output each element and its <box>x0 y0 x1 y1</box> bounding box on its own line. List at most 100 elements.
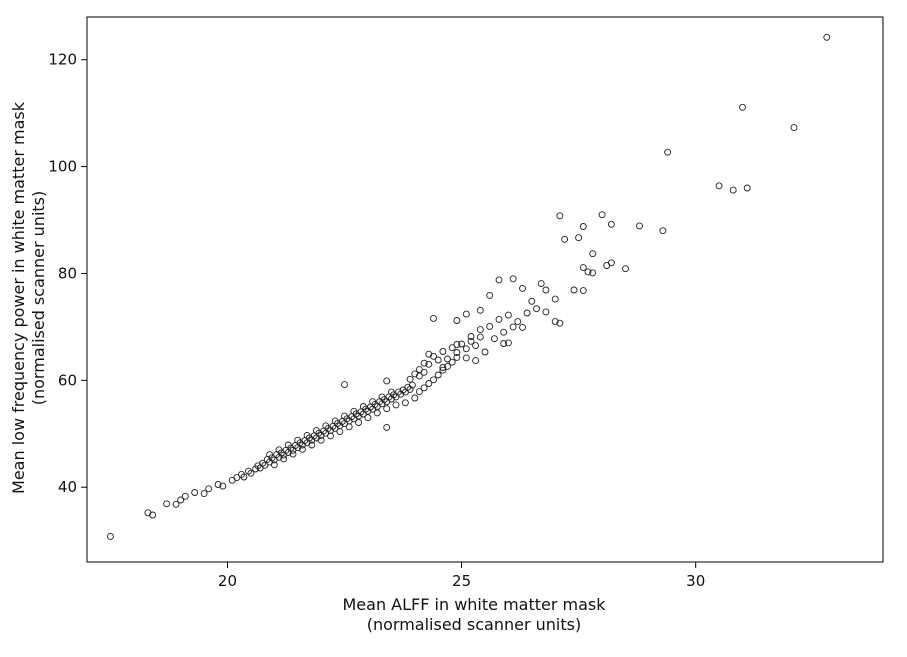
data-point <box>387 388 395 396</box>
data-points <box>106 33 831 540</box>
y-axis: 40 60 80 100 120 <box>48 51 87 496</box>
data-point <box>458 340 466 348</box>
data-point <box>425 360 433 368</box>
data-point <box>509 323 517 331</box>
y-axis-title-line-2: (normalised scanner units) <box>29 191 48 405</box>
data-point <box>500 328 508 336</box>
x-axis-title-line-1: Mean ALFF in white matter mask <box>342 595 606 614</box>
data-point <box>415 388 423 396</box>
data-point <box>434 356 442 364</box>
data-point <box>434 371 442 379</box>
x-axis-title-line-2: (normalised scanner units) <box>367 615 581 634</box>
data-point <box>355 419 363 426</box>
data-point <box>430 314 437 322</box>
data-point <box>504 339 512 347</box>
data-point <box>598 211 606 219</box>
data-point <box>472 342 480 350</box>
data-point <box>495 276 503 284</box>
data-point <box>401 399 409 407</box>
data-point <box>408 381 416 389</box>
data-point <box>551 318 559 326</box>
data-point <box>294 436 302 444</box>
data-point <box>411 394 419 402</box>
y-tick-label: 60 <box>58 371 77 389</box>
data-point <box>191 489 199 496</box>
data-point <box>579 223 587 230</box>
data-point <box>636 222 643 230</box>
data-point <box>219 482 227 490</box>
data-point <box>172 500 180 508</box>
data-point <box>415 372 423 380</box>
data-point <box>261 461 269 469</box>
data-point <box>350 407 358 415</box>
data-point <box>556 212 564 220</box>
data-point <box>542 308 550 316</box>
data-point <box>266 451 274 459</box>
data-point <box>378 393 386 401</box>
data-point <box>476 306 484 314</box>
data-point <box>589 250 597 258</box>
data-point <box>359 403 367 410</box>
data-point <box>200 490 208 498</box>
data-point <box>317 436 325 444</box>
data-point <box>607 220 615 228</box>
data-point <box>270 461 278 469</box>
data-point <box>177 496 185 504</box>
data-point <box>519 323 526 331</box>
data-point <box>579 287 587 295</box>
data-point <box>495 315 503 323</box>
data-point <box>439 366 447 374</box>
data-point <box>500 340 508 347</box>
data-point <box>341 381 348 389</box>
data-point <box>425 380 433 387</box>
data-point <box>275 446 283 454</box>
data-point <box>486 322 494 330</box>
data-point <box>575 234 583 242</box>
data-point <box>247 469 255 477</box>
data-point <box>205 485 213 493</box>
data-point <box>298 445 306 453</box>
y-axis-title-line-1: Mean low frequency power in white matter… <box>9 101 28 494</box>
data-point <box>336 428 344 436</box>
data-point <box>448 358 456 366</box>
data-point <box>537 280 545 288</box>
data-point <box>509 275 517 283</box>
data-point <box>715 182 723 190</box>
data-point <box>280 455 288 463</box>
data-point <box>467 337 475 345</box>
data-point <box>476 333 484 341</box>
data-point <box>729 186 737 194</box>
data-point <box>345 423 353 431</box>
data-point <box>387 395 395 403</box>
data-point <box>570 286 578 294</box>
data-point <box>163 500 171 508</box>
data-point <box>289 450 297 458</box>
data-point <box>462 345 470 353</box>
data-point <box>383 405 391 413</box>
data-point <box>420 368 428 376</box>
x-tick-label: 25 <box>452 572 471 590</box>
data-point <box>519 284 526 292</box>
data-point <box>331 417 339 425</box>
data-point <box>490 335 498 343</box>
data-point <box>481 348 489 356</box>
data-point <box>430 376 437 384</box>
data-point <box>472 357 480 365</box>
data-point <box>743 184 751 192</box>
data-point <box>584 268 592 276</box>
data-point <box>303 431 311 439</box>
data-point <box>425 350 433 358</box>
data-point <box>312 427 320 435</box>
y-tick-label: 100 <box>48 158 77 176</box>
data-point <box>486 291 494 299</box>
data-point <box>561 235 569 243</box>
data-point <box>149 511 157 519</box>
data-point <box>369 398 377 406</box>
x-axis: 20 25 30 <box>218 562 705 590</box>
data-point <box>373 409 381 417</box>
data-point <box>453 317 461 324</box>
data-point <box>589 269 597 277</box>
data-point <box>181 492 189 500</box>
